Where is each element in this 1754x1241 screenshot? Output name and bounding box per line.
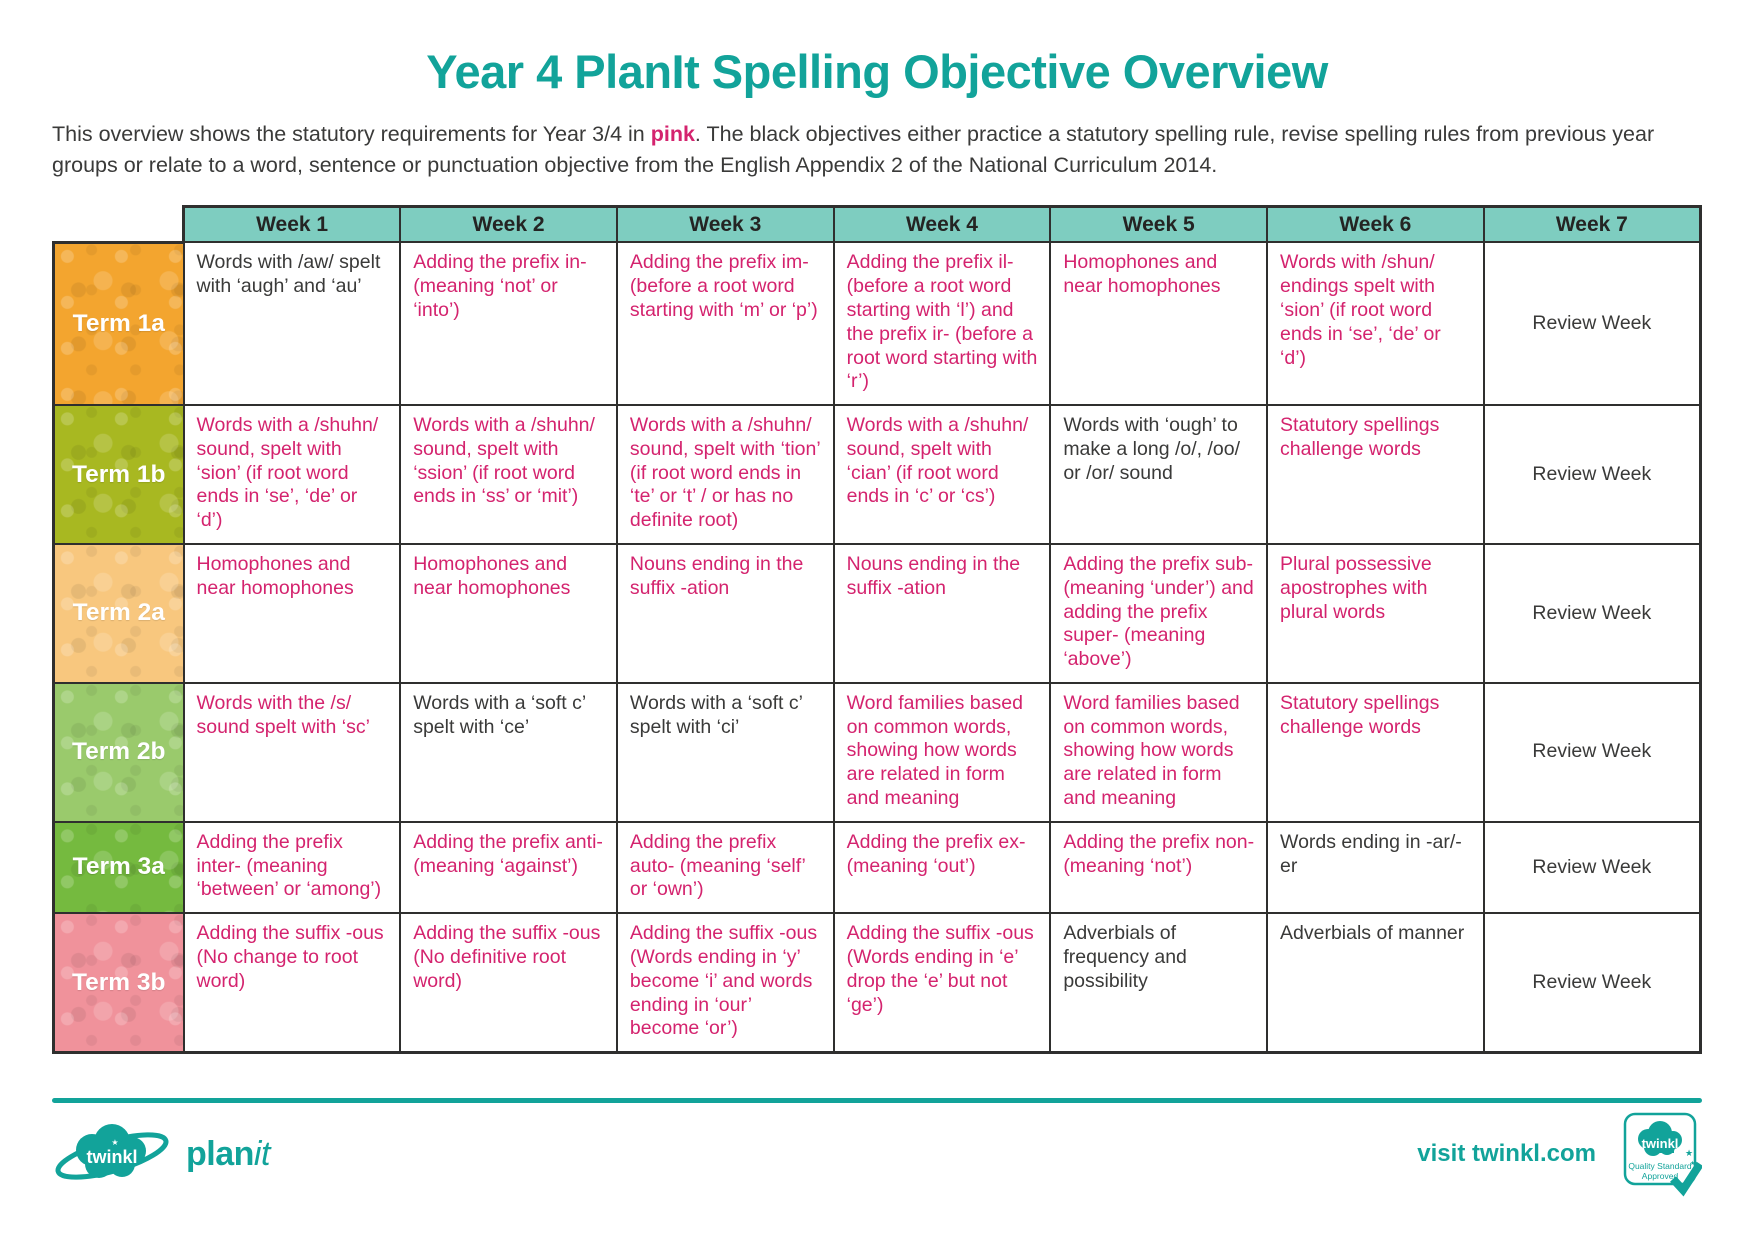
review-week-cell: Review Week xyxy=(1482,241,1702,407)
term-row: Term 2a Homophones and near homophones Hom… xyxy=(52,543,1702,684)
objective-cell: Words with a /shuhn/ sound, spelt with ‘… xyxy=(399,404,618,545)
brand-lockup: twinkl ★ planit xyxy=(52,1118,270,1190)
objective-cell: Statutory spellings challenge words xyxy=(1266,404,1485,545)
term-label: Term 3a xyxy=(52,820,185,915)
objective-cell: Homophones and near homophones xyxy=(182,543,402,684)
term-label: Term 1b xyxy=(52,404,185,545)
objective-cell: Words ending in -ar/-er xyxy=(1266,820,1485,915)
week-header-1: Week 1 xyxy=(182,204,402,244)
badge-brand: twinkl xyxy=(1642,1136,1679,1151)
twinkl-logo-icon: twinkl ★ xyxy=(55,1124,169,1180)
visit-twinkl-link[interactable]: visit twinkl.com xyxy=(1417,1140,1596,1167)
objective-cell: Words with a ‘soft c’ spelt with ‘ci’ xyxy=(615,681,835,823)
review-week-cell: Review Week xyxy=(1482,543,1702,684)
footer-right: visit twinkl.com twinkl ★ ★ Quality Stan… xyxy=(1417,1111,1702,1197)
twinkl-logo-star: ★ xyxy=(111,1138,118,1147)
objective-cell: Adding the prefix non- (meaning ‘not’) xyxy=(1049,820,1269,915)
objective-cell: Words with a ‘soft c’ spelt with ‘ce’ xyxy=(399,681,618,823)
term-row: Term 3a Adding the prefix inter- (meaning… xyxy=(52,820,1702,915)
term-row: Term 1b Words with a /shuhn/ sound, spelt… xyxy=(52,404,1702,545)
objective-cell: Words with /aw/ spelt with ‘augh’ and ‘a… xyxy=(182,241,402,407)
pink-highlight: pink xyxy=(650,122,695,146)
term-label: Term 3b xyxy=(52,912,185,1055)
week-header-6: Week 6 xyxy=(1266,204,1485,244)
review-week-cell: Review Week xyxy=(1482,404,1702,545)
intro-after: . The black objectives either practice a… xyxy=(52,122,1655,177)
badge-star-small-icon: ★ xyxy=(1690,1160,1695,1167)
badge-line1: Quality Standard xyxy=(1628,1161,1692,1171)
objective-cell: Adding the prefix sub- (meaning ‘under’)… xyxy=(1049,543,1269,684)
review-week-cell: Review Week xyxy=(1482,820,1702,915)
term-label: Term 2b xyxy=(52,681,185,823)
quality-standard-badge: twinkl ★ ★ Quality Standard Approved xyxy=(1623,1112,1702,1197)
objective-cell: Adding the prefix in- (meaning ‘not’ or … xyxy=(399,241,618,407)
week-header-5: Week 5 xyxy=(1049,204,1269,244)
term-label: Term 2a xyxy=(52,543,185,684)
objective-cell: Adding the suffix -ous (No change to roo… xyxy=(182,912,402,1055)
page-footer: twinkl ★ planit visit twinkl.com twinkl … xyxy=(52,1103,1702,1197)
objective-cell: Words with a /shuhn/ sound, spelt with ‘… xyxy=(182,404,402,545)
term-row: Term 2b Words with the /s/ sound spelt wi… xyxy=(52,681,1702,823)
objective-cell: Adding the suffix -ous (Words ending in … xyxy=(832,912,1052,1055)
week-header-2: Week 2 xyxy=(399,204,618,244)
footer-divider xyxy=(52,1098,1702,1103)
planit-plan: plan xyxy=(186,1134,254,1173)
badge-line2: Approved xyxy=(1642,1171,1679,1181)
review-week-cell: Review Week xyxy=(1482,681,1702,823)
term-row: Term 1a Words with /aw/ spelt with ‘augh’… xyxy=(52,240,1702,407)
objective-cell: Homophones and near homophones xyxy=(399,543,618,684)
badge-check-icon xyxy=(1670,1161,1702,1197)
objective-cell: Words with /shun/ endings spelt with ‘si… xyxy=(1266,241,1485,407)
review-week-cell: Review Week xyxy=(1482,912,1702,1055)
objective-cell: Words with ‘ough’ to make a long /o/, /o… xyxy=(1049,404,1269,545)
objective-cell: Adverbials of manner xyxy=(1266,912,1485,1055)
badge-star-icon: ★ xyxy=(1685,1148,1693,1158)
objective-cell: Adding the prefix anti- (meaning ‘agains… xyxy=(399,820,618,915)
objective-cell: Words with a /shuhn/ sound, spelt with ‘… xyxy=(615,404,835,545)
intro-before: This overview shows the statutory requir… xyxy=(52,122,651,146)
planit-wordmark: planit xyxy=(186,1135,270,1174)
week-header-7: Week 7 xyxy=(1482,204,1702,244)
objective-cell: Adding the suffix -ous (No definitive ro… xyxy=(399,912,618,1055)
objective-cell: Adding the prefix ex- (meaning ‘out’) xyxy=(832,820,1052,915)
objective-cell: Statutory spellings challenge words xyxy=(1266,681,1485,823)
week-header-row: Week 1 Week 2 Week 3 Week 4 Week 5 Week 6 Week… xyxy=(54,204,1702,244)
corner-spacer xyxy=(54,206,184,242)
objective-cell: Adding the prefix il- (before a root wor… xyxy=(832,241,1052,407)
objective-cell: Words with the /s/ sound spelt with ‘sc’ xyxy=(182,681,402,823)
objective-cell: Nouns ending in the suffix -ation xyxy=(615,543,835,684)
objective-cell: Nouns ending in the suffix -ation xyxy=(832,543,1052,684)
intro-text: This overview shows the statutory requir… xyxy=(52,119,1702,181)
objective-cell: Adverbials of frequency and possibility xyxy=(1049,912,1269,1055)
objective-cell: Word families based on common words, sho… xyxy=(832,681,1052,823)
objective-cell: Adding the prefix inter- (meaning ‘betwe… xyxy=(182,820,402,915)
objective-cell: Words with a /shuhn/ sound, spelt with ‘… xyxy=(832,404,1052,545)
page-title: Year 4 PlanIt Spelling Objective Overvie… xyxy=(426,45,1328,98)
week-header-3: Week 3 xyxy=(615,204,835,244)
objective-cell: Plural possessive apostrophes with plura… xyxy=(1266,543,1485,684)
objective-cell: Word families based on common words, sho… xyxy=(1049,681,1269,823)
planit-it: it xyxy=(253,1134,271,1173)
objective-cell: Adding the suffix -ous (Words ending in … xyxy=(615,912,835,1055)
objective-cell: Adding the prefix im- (before a root wor… xyxy=(615,241,835,407)
twinkl-logo-wordmark: twinkl xyxy=(86,1147,137,1167)
week-header-4: Week 4 xyxy=(832,204,1052,244)
term-row: Term 3b Adding the suffix -ous (No change… xyxy=(52,912,1702,1055)
objective-cell: Adding the prefix auto- (meaning ‘self’ … xyxy=(615,820,835,915)
term-label: Term 1a xyxy=(52,240,185,407)
objective-cell: Homophones and near homophones xyxy=(1049,241,1269,407)
spelling-overview-table: Week 1 Week 2 Week 3 Week 4 Week 5 Week 6 Week… xyxy=(52,204,1702,1055)
